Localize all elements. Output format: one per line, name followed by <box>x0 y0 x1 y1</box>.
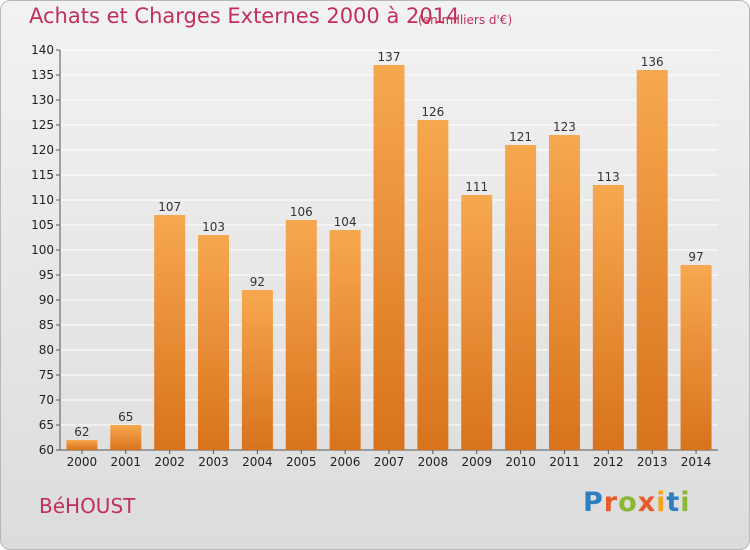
bar-2011 <box>548 135 580 450</box>
y-tick-label: 125 <box>31 118 54 132</box>
bar-2006 <box>329 230 361 450</box>
bar-2003 <box>198 235 230 450</box>
y-tick-label: 95 <box>39 268 54 282</box>
x-tick-label: 2002 <box>154 455 185 469</box>
bar-2005 <box>285 220 317 450</box>
bars <box>66 65 712 450</box>
x-tick-label: 2009 <box>461 455 492 469</box>
data-label: 92 <box>250 275 265 289</box>
data-label: 113 <box>597 170 620 184</box>
bar-2008 <box>417 120 449 450</box>
labels: 2000 62 2001 65 2002 107 2003 103 2004 92 2005 106 2… <box>67 50 712 469</box>
data-label: 97 <box>688 250 703 264</box>
y-tick-label: 85 <box>39 318 54 332</box>
y-tick-label: 90 <box>39 293 54 307</box>
x-tick-label: 2010 <box>505 455 536 469</box>
bar-2010 <box>505 145 537 450</box>
bar-2004 <box>241 290 273 450</box>
x-tick-label: 2000 <box>67 455 98 469</box>
y-tick-label: 110 <box>31 193 54 207</box>
bar-2013 <box>636 70 668 450</box>
y-tick-label: 115 <box>31 168 54 182</box>
data-label: 121 <box>509 130 532 144</box>
commune-name: BéHOUST <box>39 494 136 518</box>
x-tick-label: 2001 <box>111 455 142 469</box>
data-label: 111 <box>465 180 488 194</box>
y-tick-label: 65 <box>39 418 54 432</box>
x-tick-label: 2003 <box>198 455 229 469</box>
bar-2001 <box>110 425 142 450</box>
y-tick-label: 130 <box>31 93 54 107</box>
bar-2000 <box>66 440 98 450</box>
y-tick-label: 140 <box>31 43 54 57</box>
y-tick-label: 120 <box>31 143 54 157</box>
x-tick-label: 2013 <box>637 455 668 469</box>
data-label: 65 <box>118 410 133 424</box>
x-tick-label: 2007 <box>374 455 405 469</box>
data-label: 103 <box>202 220 225 234</box>
y-tick-label: 105 <box>31 218 54 232</box>
y-tick-label: 60 <box>39 443 54 457</box>
y-tick-label: 80 <box>39 343 54 357</box>
data-label: 136 <box>641 55 664 69</box>
bar-2012 <box>592 185 624 450</box>
bar-2009 <box>461 195 493 450</box>
data-label: 106 <box>290 205 313 219</box>
x-tick-label: 2005 <box>286 455 317 469</box>
x-tick-label: 2011 <box>549 455 580 469</box>
y-tick-label: 70 <box>39 393 54 407</box>
data-label: 137 <box>378 50 401 64</box>
data-label: 126 <box>421 105 444 119</box>
y-tick-label: 100 <box>31 243 54 257</box>
y-tick-label: 75 <box>39 368 54 382</box>
chart-unit: (en milliers d'€) <box>418 13 513 27</box>
x-tick-label: 2004 <box>242 455 273 469</box>
x-tick-label: 2012 <box>593 455 624 469</box>
proxiti-logo: Proxiti <box>583 487 691 518</box>
data-label: 104 <box>334 215 357 229</box>
x-tick-label: 2008 <box>418 455 449 469</box>
data-label: 123 <box>553 120 576 134</box>
chart-title: Achats et Charges Externes 2000 à 2014 <box>29 4 460 28</box>
bar-2007 <box>373 65 405 450</box>
bar-2002 <box>154 215 186 450</box>
y-tick-label: 135 <box>31 68 54 82</box>
data-label: 62 <box>74 425 89 439</box>
data-label: 107 <box>158 200 181 214</box>
bar-2014 <box>680 265 712 450</box>
x-tick-label: 2014 <box>681 455 712 469</box>
x-tick-label: 2006 <box>330 455 361 469</box>
axes: 60 65 70 75 80 85 90 95 100 105 110 115 120 125 130 135… <box>31 43 718 457</box>
